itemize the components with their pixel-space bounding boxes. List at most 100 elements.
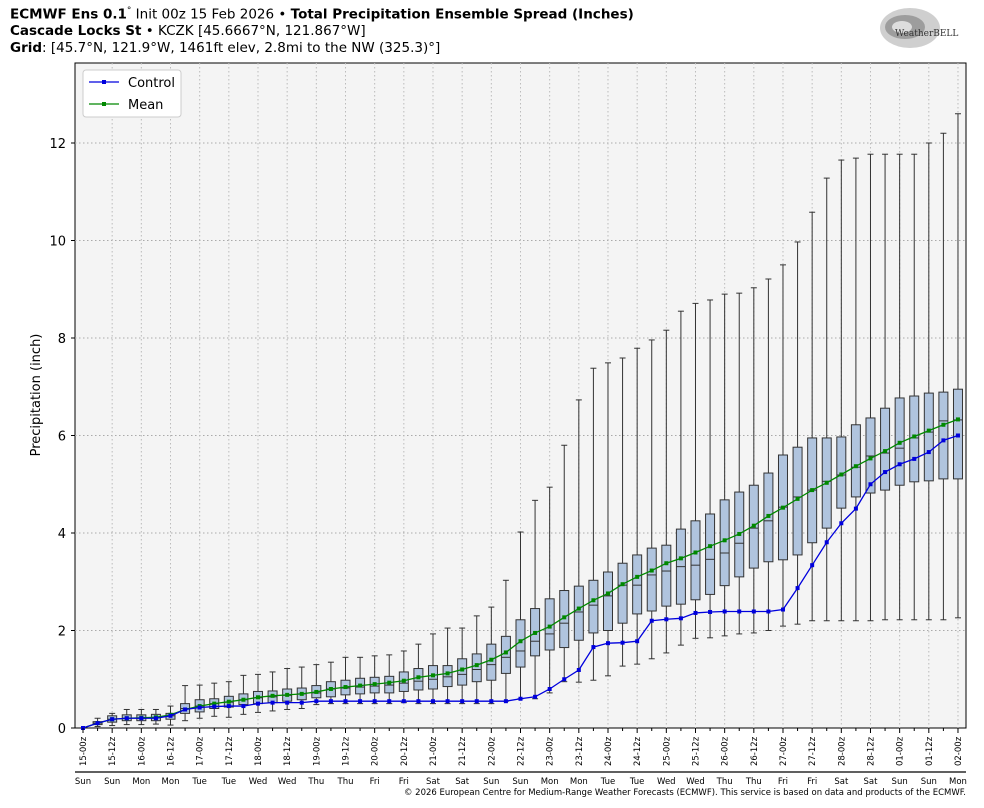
iqr-box [471, 653, 482, 683]
control-marker [445, 699, 450, 704]
mean-marker [839, 472, 844, 477]
mean-marker [285, 692, 290, 697]
mean-marker [241, 697, 246, 702]
x-tick-label: 28-12z [866, 736, 876, 766]
mean-marker [955, 417, 960, 422]
control-marker [489, 699, 494, 704]
control-marker [503, 699, 508, 704]
box-plot [923, 142, 934, 621]
mean-marker [780, 505, 785, 510]
control-marker [868, 482, 873, 487]
day-label: Sun [75, 777, 91, 787]
iqr-box [515, 619, 526, 668]
y-tick-label: 12 [49, 137, 66, 152]
control-marker [518, 696, 523, 701]
control-marker [226, 704, 231, 709]
control-marker [751, 609, 756, 614]
x-tick-label: 25-12z [691, 736, 701, 766]
x-tick-label: 17-00z [196, 736, 206, 766]
day-label: Mon [570, 777, 588, 787]
iqr-box [938, 391, 949, 480]
control-marker [926, 450, 931, 455]
mean-marker [474, 663, 479, 668]
iqr-box [690, 520, 701, 601]
iqr-box [602, 571, 613, 631]
y-tick-label: 8 [58, 332, 66, 347]
day-label: Wed [278, 777, 297, 787]
control-marker [737, 609, 742, 614]
y-tick-label: 10 [49, 235, 66, 250]
day-label: Sat [455, 777, 470, 787]
box-plot [632, 347, 643, 665]
iqr-box [617, 562, 628, 624]
day-label: Mon [949, 777, 967, 787]
control-marker [328, 699, 333, 704]
day-label: Sat [834, 777, 849, 787]
control-marker [853, 506, 858, 511]
control-marker [839, 521, 844, 526]
iqr-box [632, 554, 643, 615]
mean-marker [576, 606, 581, 611]
day-label: Mon [541, 777, 559, 787]
control-marker [416, 699, 421, 704]
day-label: Tue [221, 777, 237, 787]
model-name: ECMWF Ens 0.1 [10, 6, 127, 23]
series-lines [81, 417, 960, 730]
mean-marker [912, 434, 917, 439]
iqr-box [573, 585, 584, 641]
x-tick-label: 24-12z [633, 736, 643, 766]
mean-marker [605, 591, 610, 596]
x-tick-label: 18-12z [283, 736, 293, 766]
control-marker [708, 609, 713, 614]
control-marker [533, 694, 538, 699]
day-label: Thu [337, 777, 354, 787]
day-label: Thu [716, 777, 733, 787]
title-line-3: Grid: [45.7°N, 121.9°W, 1461ft elev, 2.8… [10, 40, 440, 56]
control-marker [430, 699, 435, 704]
day-label: Fri [778, 777, 788, 787]
control-marker [562, 677, 567, 682]
control-marker [285, 700, 290, 705]
box-plot [573, 399, 584, 683]
mean-marker [635, 574, 640, 579]
x-tick-label: 21-12z [458, 736, 468, 766]
mean-marker [824, 480, 829, 485]
mean-marker [460, 667, 465, 672]
x-tick-label: 19-00z [312, 736, 322, 766]
iqr-box [486, 643, 497, 681]
iqr-box [705, 513, 716, 595]
legend-mean-marker [102, 102, 106, 106]
control-marker [635, 639, 640, 644]
mean-marker [620, 582, 625, 587]
mean-marker [766, 513, 771, 518]
mean-marker [737, 531, 742, 536]
x-tick-label: 01-12z [925, 736, 935, 766]
x-tick-label: 26-12z [750, 736, 760, 766]
control-marker [810, 563, 815, 568]
control-marker [212, 704, 217, 709]
day-label: Wed [249, 777, 268, 787]
station-info: • KCZK [45.6667°N, 121.867°W] [141, 23, 366, 39]
day-label: Wed [657, 777, 676, 787]
degree-mark: ° [126, 6, 132, 16]
box-plot [705, 299, 716, 639]
control-marker [766, 609, 771, 614]
x-tick-label: 20-00z [371, 736, 381, 766]
x-axis: 15-00z Sun 15-12z Sun 16-00z Mon 16-12z Mon 17-0… [75, 728, 967, 787]
init-time: Init 00z 15 Feb 2026 • [131, 6, 291, 23]
x-tick-label: 20-12z [400, 736, 410, 766]
y-axis-label: Precipitation (inch) [29, 334, 44, 457]
control-marker [372, 699, 377, 704]
x-tick-label: 28-00z [837, 736, 847, 766]
legend-control-marker [102, 80, 106, 84]
x-tick-label: 01-00z [896, 736, 906, 766]
x-tick-label: 27-12z [808, 736, 818, 766]
x-tick-label: 02-00z [954, 736, 964, 766]
day-label: Sun [483, 777, 499, 787]
chart-title: Total Precipitation Ensemble Spread (Inc… [290, 6, 634, 23]
box-plot [661, 329, 672, 654]
control-marker [693, 610, 698, 615]
y-tick-label: 0 [58, 722, 66, 737]
iqr-box [719, 499, 730, 587]
